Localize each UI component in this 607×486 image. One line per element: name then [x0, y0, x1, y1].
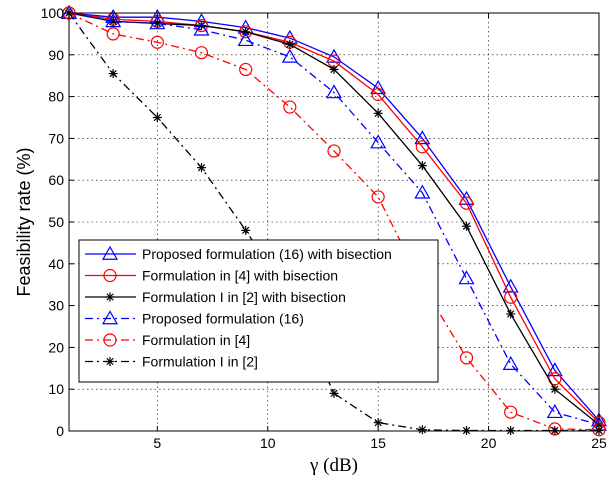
triangle-marker [327, 85, 341, 97]
y-tick-label: 30 [48, 298, 64, 314]
y-tick-label: 20 [48, 339, 64, 355]
star-marker [285, 40, 294, 49]
star-marker [462, 222, 471, 231]
star-marker [418, 161, 427, 170]
y-tick-label: 100 [41, 5, 65, 21]
circle-marker [284, 101, 296, 113]
legend-label: Proposed formulation (16) with bisection [142, 246, 392, 262]
triangle-marker [283, 50, 297, 62]
legend-label: Proposed formulation (16) [142, 311, 304, 327]
y-axis-title: Feasibility rate (%) [14, 147, 34, 296]
star-marker [197, 163, 206, 172]
circle-marker [461, 352, 473, 364]
legend-label: Formulation in [4] [142, 332, 250, 348]
star-marker [109, 69, 118, 78]
circle-marker [372, 191, 384, 203]
star-marker [241, 226, 250, 235]
y-tick-label: 90 [48, 47, 64, 63]
star-marker [106, 357, 115, 366]
star-marker [330, 65, 339, 74]
x-tick-label: 10 [260, 435, 276, 451]
y-tick-label: 50 [48, 214, 64, 230]
star-marker [506, 309, 515, 318]
legend-label: Formulation I in [2] with bisection [142, 289, 346, 305]
triangle-marker [504, 357, 518, 369]
star-marker [330, 389, 339, 398]
y-tick-label: 80 [48, 89, 64, 105]
legend-entry: Formulation in [4] [85, 332, 250, 348]
x-axis-title: γ (dB) [309, 455, 358, 476]
y-tick-label: 60 [48, 172, 64, 188]
star-marker [550, 385, 559, 394]
axis-ticks: 5 10 15 20 25 0 10 20 30 40 50 60 70 80 90 100 [41, 5, 607, 451]
x-tick-label: 25 [591, 435, 607, 451]
star-marker [374, 109, 383, 118]
y-tick-label: 0 [56, 423, 64, 439]
legend: Proposed formulation (16) with bisection… [79, 240, 438, 382]
x-tick-label: 5 [153, 435, 161, 451]
star-marker [374, 418, 383, 427]
star-marker [418, 425, 427, 434]
star-marker [241, 27, 250, 36]
star-marker [106, 293, 115, 302]
legend-label: Formulation in [4] with bisection [142, 268, 338, 284]
x-tick-label: 15 [370, 435, 386, 451]
y-tick-label: 40 [48, 256, 64, 272]
y-tick-label: 70 [48, 130, 64, 146]
y-tick-label: 10 [48, 381, 64, 397]
star-marker [153, 113, 162, 122]
x-tick-label: 20 [481, 435, 497, 451]
legend-label: Formulation I in [2] [142, 354, 258, 370]
triangle-marker [460, 271, 474, 283]
